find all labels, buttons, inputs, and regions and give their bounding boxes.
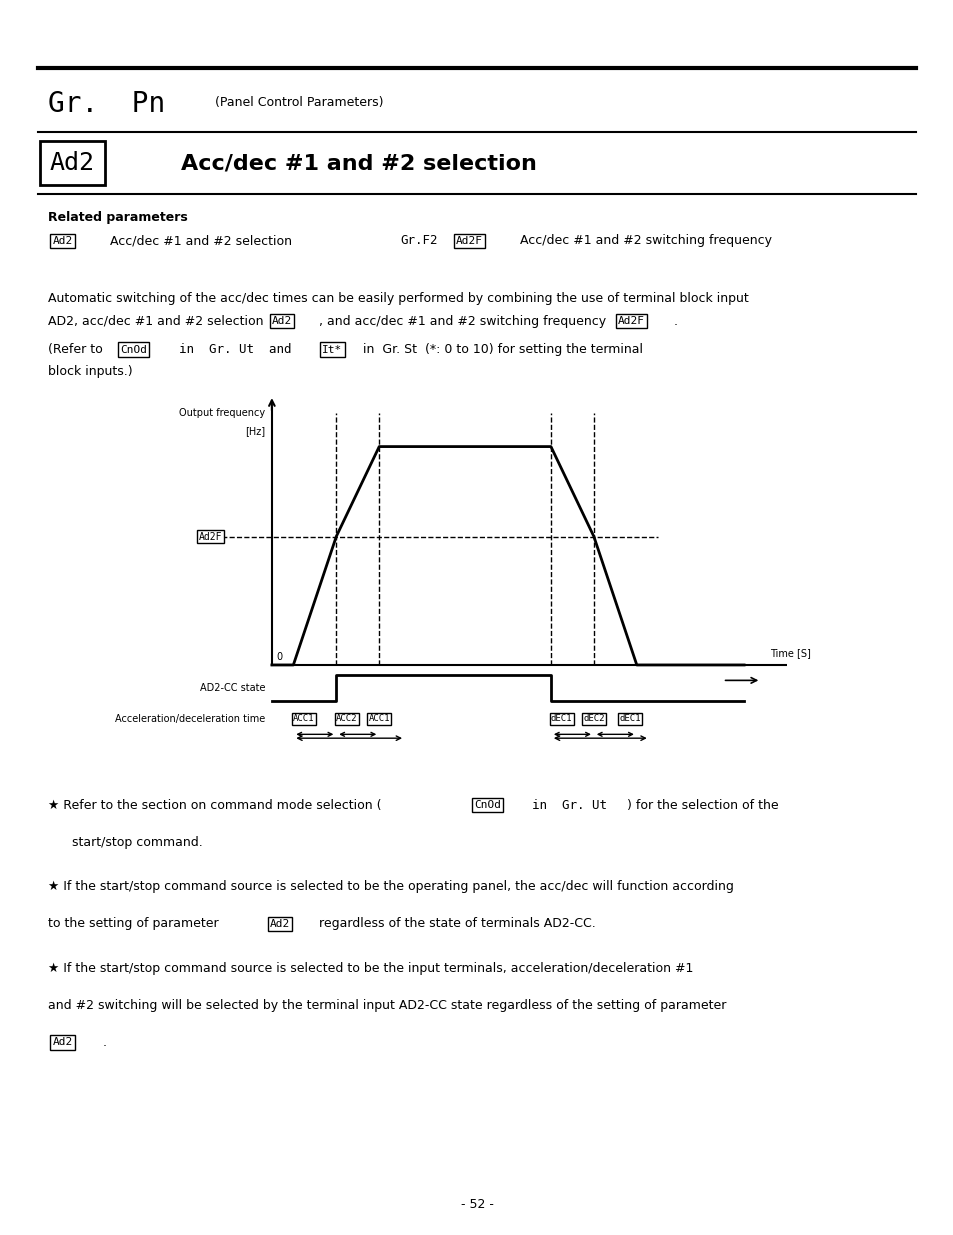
Text: Ad2F: Ad2F bbox=[198, 531, 222, 541]
Text: ACC2: ACC2 bbox=[335, 714, 357, 724]
Text: 0: 0 bbox=[275, 652, 282, 662]
Text: AD2, acc/dec #1 and #2 selection: AD2, acc/dec #1 and #2 selection bbox=[48, 315, 263, 327]
Text: in  Gr. Ut: in Gr. Ut bbox=[532, 799, 607, 811]
Text: Ad2F: Ad2F bbox=[618, 316, 644, 326]
Text: in  Gr. St  (*: 0 to 10) for setting the terminal: in Gr. St (*: 0 to 10) for setting the t… bbox=[362, 343, 642, 356]
Text: [Hz]: [Hz] bbox=[245, 426, 265, 436]
Text: Acc/dec #1 and #2 selection: Acc/dec #1 and #2 selection bbox=[181, 153, 537, 173]
Text: dEC1: dEC1 bbox=[550, 714, 572, 724]
Text: Gr.F2: Gr.F2 bbox=[400, 235, 437, 247]
Text: ★ If the start/stop command source is selected to be the input terminals, accele: ★ If the start/stop command source is se… bbox=[48, 962, 692, 974]
Text: block inputs.): block inputs.) bbox=[48, 366, 132, 378]
Text: ACC1: ACC1 bbox=[368, 714, 390, 724]
Text: dEC1: dEC1 bbox=[618, 714, 640, 724]
Text: Ad2: Ad2 bbox=[272, 316, 292, 326]
Text: Related parameters: Related parameters bbox=[48, 211, 187, 224]
Text: Ad2: Ad2 bbox=[50, 151, 94, 175]
Text: .: . bbox=[103, 1036, 107, 1049]
Text: Ad2: Ad2 bbox=[270, 919, 290, 929]
Text: ACC1: ACC1 bbox=[293, 714, 314, 724]
Text: in  Gr. Ut  and: in Gr. Ut and bbox=[179, 343, 292, 356]
Text: (Refer to: (Refer to bbox=[48, 343, 102, 356]
Text: CnOd: CnOd bbox=[474, 800, 500, 810]
Text: ) for the selection of the: ) for the selection of the bbox=[626, 799, 778, 811]
Text: and #2 switching will be selected by the terminal input AD2-CC state regardless : and #2 switching will be selected by the… bbox=[48, 999, 725, 1011]
Text: ★ If the start/stop command source is selected to be the operating panel, the ac: ★ If the start/stop command source is se… bbox=[48, 881, 733, 893]
Text: Ad2F: Ad2F bbox=[456, 236, 482, 246]
Text: It*: It* bbox=[322, 345, 342, 354]
Text: Acc/dec #1 and #2 switching frequency: Acc/dec #1 and #2 switching frequency bbox=[519, 235, 771, 247]
Text: Acc/dec #1 and #2 selection: Acc/dec #1 and #2 selection bbox=[110, 235, 292, 247]
Text: , and acc/dec #1 and #2 switching frequency: , and acc/dec #1 and #2 switching freque… bbox=[318, 315, 605, 327]
Text: AD2-CC state: AD2-CC state bbox=[200, 683, 265, 693]
Text: (Panel Control Parameters): (Panel Control Parameters) bbox=[214, 96, 383, 109]
Text: Gr.  Pn: Gr. Pn bbox=[48, 90, 165, 117]
Text: Output frequency: Output frequency bbox=[179, 409, 265, 419]
Text: Automatic switching of the acc/dec times can be easily performed by combining th: Automatic switching of the acc/dec times… bbox=[48, 293, 748, 305]
Text: - 52 -: - 52 - bbox=[460, 1198, 493, 1210]
Text: ★ Refer to the section on command mode selection (: ★ Refer to the section on command mode s… bbox=[48, 799, 381, 811]
Text: to the setting of parameter: to the setting of parameter bbox=[48, 918, 218, 930]
Text: dEC2: dEC2 bbox=[582, 714, 604, 724]
Text: Ad2: Ad2 bbox=[52, 1037, 72, 1047]
Text: Ad2: Ad2 bbox=[52, 236, 72, 246]
Text: Acceleration/deceleration time: Acceleration/deceleration time bbox=[115, 714, 265, 724]
Text: regardless of the state of terminals AD2-CC.: regardless of the state of terminals AD2… bbox=[318, 918, 595, 930]
Text: start/stop command.: start/stop command. bbox=[71, 836, 202, 848]
Text: CnOd: CnOd bbox=[120, 345, 147, 354]
Text: Time [S]: Time [S] bbox=[769, 648, 810, 658]
Text: .: . bbox=[673, 315, 677, 327]
